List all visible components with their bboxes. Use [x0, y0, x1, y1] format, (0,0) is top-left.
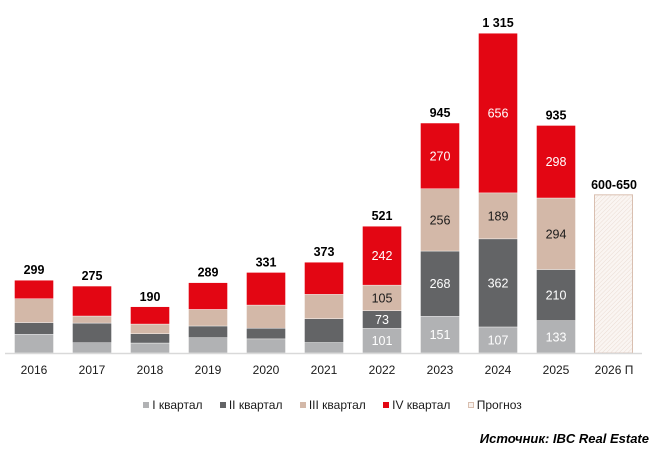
segment-value-label: 105: [372, 291, 393, 305]
segment-value-label: 242: [372, 249, 393, 263]
bar-segment-q1: [14, 334, 54, 354]
bar-segment-q4: [246, 272, 286, 306]
segment-value-label: 268: [430, 277, 451, 291]
bar-segment-q1: [420, 316, 460, 354]
x-tick-label: 2019: [195, 363, 222, 377]
bar-segment-q2: [130, 333, 170, 344]
bars-group: 101 73 105 242 151 268 256 270 107 362 189 656 133 21…: [14, 33, 633, 354]
x-tick-label: 2025: [543, 363, 570, 377]
segment-value-label: 101: [372, 334, 393, 348]
bar-segment-q4: [304, 262, 344, 295]
bar-segment-q2: [478, 238, 518, 328]
bar-segment-q1: [72, 342, 112, 354]
bar-segment-q4: [362, 226, 402, 286]
x-tick-labels: 2016 2017 2018 2019 2020 2021 2022 2023 2024 2025…: [21, 363, 634, 377]
bar-segment-q1: [188, 337, 228, 354]
bar-segment-q3: [188, 309, 228, 327]
segment-value-label: 294: [546, 227, 567, 241]
bar-segment-q3: [14, 298, 54, 323]
legend-item-forecast: Прогноз: [467, 398, 522, 412]
x-tick-label: 2021: [311, 363, 338, 377]
segment-value-label: 656: [488, 107, 509, 121]
bar-segment-q4: [478, 33, 518, 194]
legend-item-q1: I квартал: [143, 398, 203, 412]
legend-item-q3: III квартал: [299, 398, 366, 412]
bar-segment-q2: [304, 318, 344, 343]
x-tick-label: 2024: [485, 363, 512, 377]
total-value-label: 521: [372, 209, 393, 223]
x-tick-label: 2016: [21, 363, 48, 377]
total-value-label: 275: [82, 269, 103, 283]
segment-value-label: 298: [546, 155, 567, 169]
legend-swatch-q1-icon: [143, 402, 150, 408]
x-tick-label: 2020: [253, 363, 280, 377]
bar-segment-q2: [14, 322, 54, 335]
bar-segment-q4: [188, 282, 228, 310]
bar-segment-q2: [188, 325, 228, 338]
total-value-label: 600-650: [591, 178, 637, 192]
source-note: Источник: IBC Real Estate: [479, 431, 649, 446]
x-tick-label: 2023: [427, 363, 454, 377]
bar-segment-q3: [478, 192, 518, 240]
legend-label-forecast: Прогноз: [476, 398, 522, 412]
stacked-bar-chart: 101 73 105 242 151 268 256 270 107 362 189 656 133 21…: [5, 16, 642, 377]
bar-segment-q1: [304, 342, 344, 354]
legend: I квартал II квартал III квартал IV квар…: [0, 397, 665, 412]
bar-segment-q2: [246, 327, 286, 340]
x-tick-label: 2018: [137, 363, 164, 377]
total-value-label: 373: [314, 245, 335, 259]
x-tick-label: 2026 П: [595, 363, 634, 377]
bar-segment-q3: [246, 304, 286, 329]
bar-segment-q3: [130, 323, 170, 334]
segment-value-label: 73: [375, 313, 389, 327]
total-value-label: 935: [546, 108, 567, 122]
segment-value-label: 270: [430, 149, 451, 163]
forecast-bar: [594, 194, 633, 354]
total-labels: 299 275 190 289 331 373 521 945 1 315 935 600-650: [24, 16, 637, 304]
segment-value-label: 107: [488, 333, 509, 347]
bar-segment-q1: [246, 338, 286, 354]
segment-value-label: 362: [488, 276, 509, 290]
bar-segment-q3: [536, 197, 576, 270]
bar-segment-q2: [72, 322, 112, 343]
bar-segment-q4: [420, 122, 460, 189]
legend-label-q3: III квартал: [308, 398, 366, 412]
bar-segment-q3: [72, 315, 112, 324]
total-value-label: 299: [24, 263, 45, 277]
legend-label-q2: II квартал: [228, 398, 283, 412]
bar-segment-q3: [304, 294, 344, 319]
total-value-label: 945: [430, 106, 451, 120]
segment-value-label: 210: [546, 289, 567, 303]
bar-segment-q2: [420, 250, 460, 317]
bar-segment-q3: [420, 188, 460, 252]
bar-segment-q1: [362, 328, 402, 354]
bar-segment-q2: [536, 269, 576, 321]
segment-value-label: 133: [546, 330, 567, 344]
bar-segment-q4: [536, 125, 576, 199]
x-tick-label: 2022: [369, 363, 396, 377]
bar-segment-q1: [130, 342, 170, 354]
bar-segment-q4: [130, 306, 170, 325]
legend-label-q4: IV квартал: [392, 398, 451, 412]
total-value-label: 331: [256, 255, 277, 269]
legend-swatch-q4-icon: [383, 402, 390, 408]
total-value-label: 1 315: [482, 16, 513, 30]
segment-value-label: 189: [488, 209, 509, 223]
legend-swatch-q2-icon: [219, 402, 226, 408]
legend-swatch-q3-icon: [299, 402, 306, 408]
segment-value-label: 151: [430, 328, 451, 342]
x-tick-label: 2017: [79, 363, 106, 377]
total-value-label: 289: [198, 266, 219, 280]
bar-segment-q1: [478, 326, 518, 354]
bar-segment-q4: [14, 280, 54, 299]
legend-item-q4: IV квартал: [383, 398, 450, 412]
bar-segment-q4: [72, 285, 112, 317]
legend-label-q1: I квартал: [152, 398, 203, 412]
legend-item-q2: II квартал: [219, 398, 283, 412]
total-value-label: 190: [140, 290, 161, 304]
bar-segment-q1: [536, 320, 576, 354]
segment-value-label: 256: [430, 213, 451, 227]
legend-swatch-forecast-icon: [467, 402, 474, 408]
